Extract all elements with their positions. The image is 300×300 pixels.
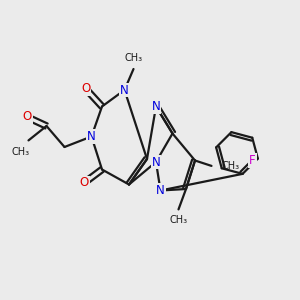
Text: CH₃: CH₃ — [12, 147, 30, 157]
Text: N: N — [152, 155, 160, 169]
Text: CH₃: CH₃ — [169, 215, 188, 225]
Text: O: O — [22, 110, 32, 124]
Text: N: N — [120, 83, 129, 97]
Text: CH₃: CH₃ — [221, 161, 239, 171]
Text: CH₃: CH₃ — [124, 53, 142, 63]
Text: N: N — [152, 100, 160, 113]
Text: F: F — [249, 154, 256, 166]
Text: O: O — [81, 82, 90, 95]
Text: O: O — [80, 176, 88, 190]
Text: N: N — [87, 130, 96, 143]
Text: N: N — [156, 184, 165, 197]
